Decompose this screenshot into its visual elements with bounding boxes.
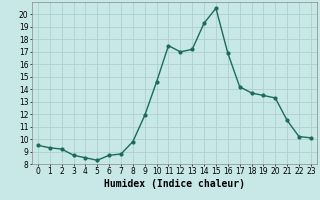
X-axis label: Humidex (Indice chaleur): Humidex (Indice chaleur) bbox=[104, 179, 245, 189]
